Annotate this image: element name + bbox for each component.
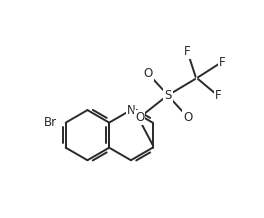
Text: F: F (215, 89, 221, 102)
Text: F: F (219, 56, 226, 69)
Text: N: N (126, 104, 135, 117)
Text: Br: Br (44, 116, 57, 129)
Text: O: O (135, 111, 144, 124)
Text: S: S (164, 89, 172, 102)
Text: O: O (183, 111, 192, 124)
Text: O: O (144, 67, 153, 80)
Text: F: F (184, 45, 191, 58)
